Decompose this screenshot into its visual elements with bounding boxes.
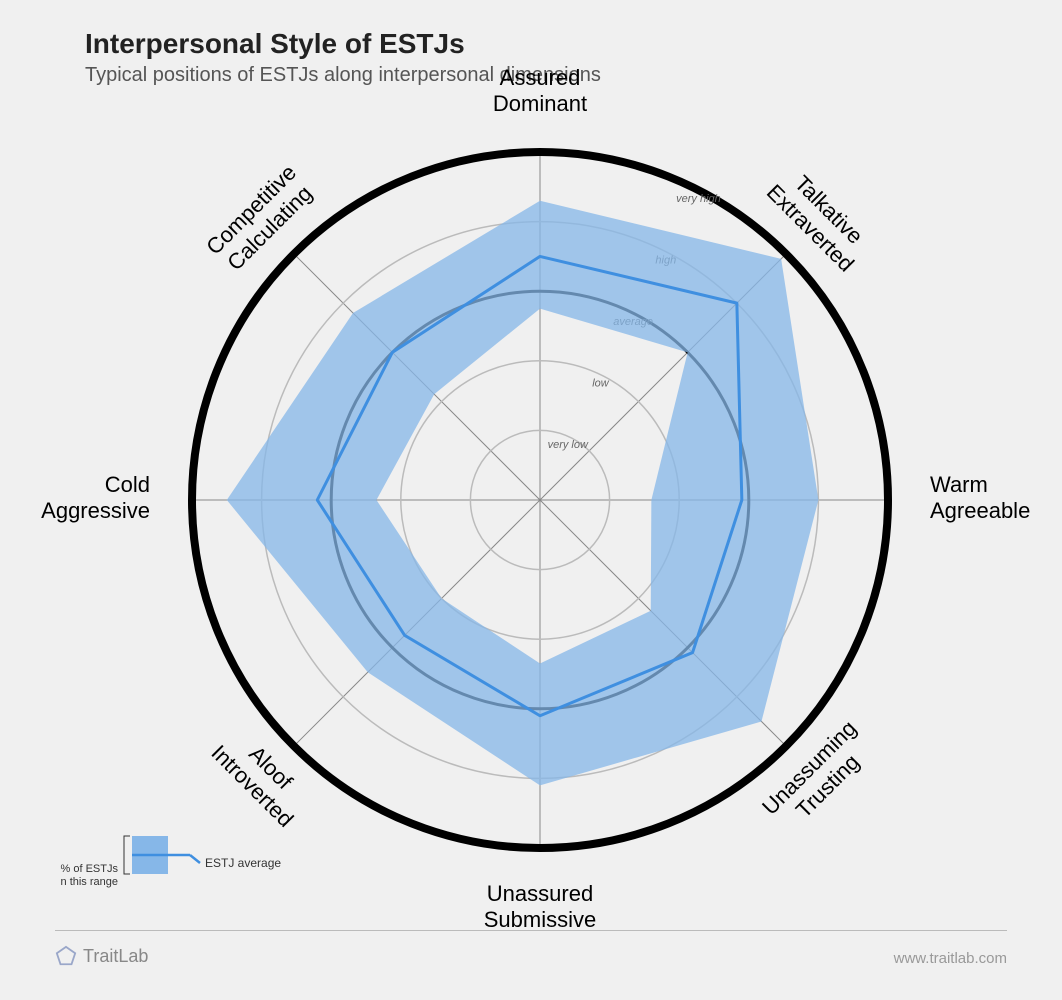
brand-text: TraitLab — [83, 946, 148, 967]
brand-icon — [55, 945, 77, 967]
brand-url: www.traitlab.com — [894, 950, 1007, 967]
svg-text:very high: very high — [676, 193, 721, 205]
svg-text:50% of ESTJs: 50% of ESTJs — [60, 863, 118, 875]
svg-text:low: low — [592, 377, 610, 389]
svg-text:fall in this range: fall in this range — [60, 876, 118, 888]
svg-text:ESTJ average: ESTJ average — [205, 856, 281, 870]
footer-divider — [55, 930, 1007, 931]
svg-text:very low: very low — [548, 439, 589, 451]
brand: TraitLab — [55, 945, 148, 967]
legend: ESTJ average 50% of ESTJsfall in this ran… — [60, 830, 290, 893]
chart-canvas: Interpersonal Style of ESTJs Typical pos… — [0, 0, 1062, 1000]
